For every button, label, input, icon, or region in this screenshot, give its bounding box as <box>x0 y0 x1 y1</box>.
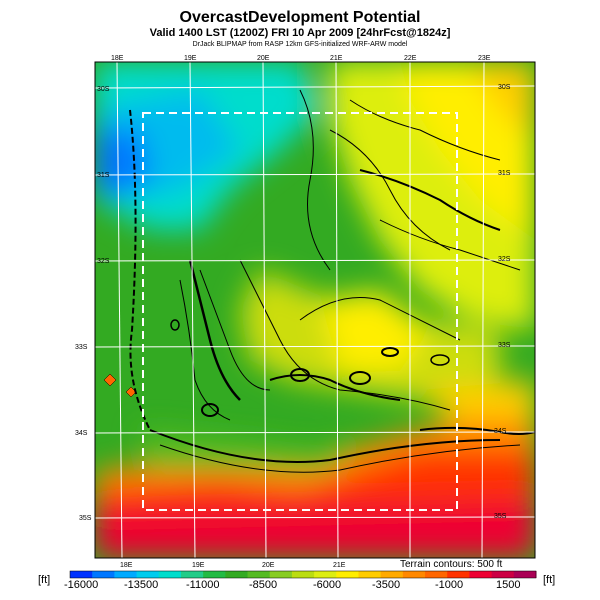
colorbar-swatch <box>136 571 160 578</box>
colorbar-swatch <box>491 571 515 578</box>
colorbar-swatch <box>469 571 493 578</box>
colorbar-unit-right: [ft] <box>543 574 556 586</box>
left-lat-label: 31S <box>97 172 110 179</box>
left-lat-label: 30S <box>97 86 110 93</box>
terrain-contours <box>129 89 535 473</box>
colorbar-tick-label: -1000 <box>435 579 464 591</box>
terrain-contour-note: Terrain contours: 500 ft <box>400 559 503 570</box>
right-lat-label: 30S <box>498 84 511 91</box>
colorbar-swatch <box>180 571 204 578</box>
right-lat-label: 35S <box>494 513 507 520</box>
colorbar-tick-label: -16000 <box>64 579 99 591</box>
colorbar-swatch <box>314 571 337 578</box>
colorbar-swatch <box>402 571 426 578</box>
colorbar-tick-label: -3500 <box>372 579 401 591</box>
colorbar-swatch <box>380 571 404 578</box>
right-lat-label: 33S <box>498 342 511 349</box>
colorbar-swatch <box>225 571 249 578</box>
colorbar-swatch <box>447 571 470 578</box>
lat-lon-grid <box>94 61 536 559</box>
bottom-lon-label: 19E <box>192 562 205 569</box>
valid-time: Valid 1400 LST (1200Z) FRI 10 Apr 2009 [… <box>149 27 451 39</box>
inner-domain-box <box>142 112 458 511</box>
bottom-lon-label: 18E <box>120 562 133 569</box>
colorbar-swatch <box>247 571 271 578</box>
right-lat-label: 32S <box>498 256 511 263</box>
left-lat-label: 34S <box>75 430 88 437</box>
map-title: OvercastDevelopment Potential <box>179 9 421 26</box>
top-lon-label: 20E <box>257 55 270 62</box>
colorbar-swatch <box>92 571 115 578</box>
top-lon-label: 19E <box>184 55 197 62</box>
colorbar-tick-label: -6000 <box>313 579 342 591</box>
left-lat-label: 32S <box>97 258 110 265</box>
bottom-lon-label: 21E <box>333 562 346 569</box>
colorbar-swatch <box>425 571 448 578</box>
colorbar-swatch <box>158 571 182 578</box>
right-lat-label: 31S <box>498 170 511 177</box>
colorbar-swatch <box>203 571 226 578</box>
colorbar-swatch <box>291 571 315 578</box>
left-lat-label: 33S <box>75 344 88 351</box>
colorbar <box>69 570 537 579</box>
map-frame <box>94 61 536 559</box>
top-lon-label: 22E <box>404 55 417 62</box>
colorbar-swatch <box>513 571 537 578</box>
colorbar-tick-label: -11000 <box>186 579 220 591</box>
top-lon-label: 18E <box>111 55 124 62</box>
colorbar-tick-label: -8500 <box>249 579 278 591</box>
colorbar-swatch <box>114 571 138 578</box>
colorbar-swatch <box>269 571 293 578</box>
colorbar-frame <box>69 570 537 579</box>
colorbar-swatch <box>70 571 93 578</box>
top-lon-label: 23E <box>478 55 491 62</box>
colorbar-swatch <box>336 571 359 578</box>
top-lon-label: 21E <box>330 55 343 62</box>
colorbar-tick-label: -13500 <box>124 579 159 591</box>
colorbar-tick-label: 1500 <box>496 579 521 591</box>
left-lat-label: 35S <box>79 515 92 522</box>
bottom-lon-label: 20E <box>262 562 275 569</box>
model-credit: DrJack BLIPMAP from RASP 12km GFS-initia… <box>192 41 408 48</box>
right-lat-label: 34S <box>494 428 507 435</box>
colorbar-unit-left: [ft] <box>38 574 51 586</box>
colorbar-swatch <box>358 571 382 578</box>
